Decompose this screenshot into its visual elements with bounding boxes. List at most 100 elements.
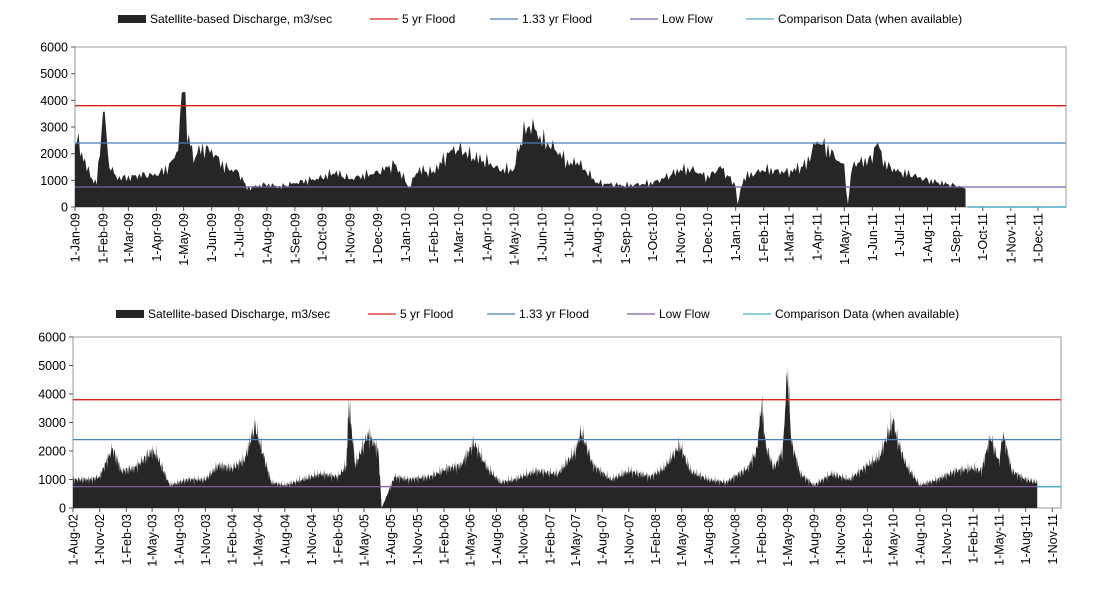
x-tick-label: 1-Jul-11 [893,213,907,257]
x-tick-label: 1-Aug-06 [490,514,504,565]
x-tick-label: 1-May-07 [569,514,583,567]
x-tick-label: 1-Mar-09 [122,213,136,264]
x-tick-label: 1-Dec-11 [1031,213,1045,264]
x-tick-label: 1-Aug-08 [702,514,716,565]
legend-item: 1.33 yr Flood [487,307,589,321]
x-tick-label: 1-Nov-10 [674,213,688,264]
x-tick-label: 1-Feb-10 [427,213,441,264]
x-tick-label: 1-Nov-08 [728,514,742,565]
x-tick-label: 1-May-10 [507,213,521,266]
legend-item: Comparison Data (when available) [743,307,959,321]
x-tick-label: 1-Aug-09 [260,213,274,264]
x-tick-label: 1-Feb-09 [755,514,769,565]
x-tick-label: 1-Nov-11 [1046,514,1060,565]
x-tick-label: 1-Jun-09 [205,213,219,262]
x-tick-label: 1-May-11 [992,514,1006,566]
x-tick-label: 1-Aug-02 [67,514,81,565]
x-tick-label: 1-Aug-03 [172,514,186,565]
x-tick-label: 1-Apr-11 [811,213,825,261]
x-tick-label: 1-May-06 [463,514,477,567]
legend-item: Satellite-based Discharge, m3/sec [116,307,330,321]
x-tick-label: 1-Dec-09 [371,213,385,264]
legend-item: 5 yr Flood [370,12,455,26]
x-tick-label: 1-Feb-11 [757,213,771,263]
chart-2: Satellite-based Discharge, m3/sec 5 yr Fl… [38,307,1062,567]
legend-item: Low Flow [627,307,710,321]
x-tick-label: 1-Nov-06 [517,514,531,565]
legend-label: Low Flow [659,307,710,321]
x-tick-label: 1-Dec-10 [701,213,715,264]
y-tick-label: 2000 [38,445,66,459]
x-tick-label: 1-Nov-04 [305,514,319,565]
x-tick-label: 1-Feb-06 [437,514,451,565]
x-tick-label: 1-Apr-09 [150,213,164,262]
legend-item: 1.33 yr Flood [490,12,592,26]
legend-label: Comparison Data (when available) [775,307,959,321]
x-tick-label: 1-Aug-07 [596,514,610,565]
legend-label: Satellite-based Discharge, m3/sec [148,307,330,321]
x-tick-label: 1-May-09 [781,514,795,567]
x-tick-label: 1-Oct-10 [646,213,660,262]
x-tick-label: 1-May-05 [357,514,371,567]
x-tick-label: 1-Aug-04 [278,514,292,565]
x-tick-label: 1-Oct-09 [316,213,330,262]
x-tick-label: 1-Feb-05 [332,514,346,565]
x-tick-label: 1-Jul-09 [232,213,246,258]
x-tick-label: 1-Oct-11 [976,213,990,261]
x-tick-label: 1-Mar-11 [783,213,797,263]
x-tick-label: 1-Jun-10 [535,213,549,262]
x-tick-label: 1-Sep-11 [949,213,963,264]
y-tick-label: 4000 [40,94,68,108]
x-tick-label: 1-Feb-08 [649,514,663,565]
x-tick-label: 1-Aug-11 [1019,514,1033,565]
legend-label: 1.33 yr Flood [519,307,589,321]
legend-item: Low Flow [630,12,713,26]
x-tick-label: 1-Feb-04 [226,514,240,565]
x-tick-label: 1-Feb-09 [97,213,111,264]
x-tick-label: 1-Jul-10 [563,213,577,258]
x-tick-label: 1-Feb-03 [120,514,134,565]
y-axis: 6000 5000 4000 3000 2000 1000 0 [38,331,73,516]
legend-swatch [116,310,144,318]
x-tick-label: 1-May-03 [146,514,160,567]
y-tick-label: 2000 [40,147,68,161]
legend-item: Comparison Data (when available) [746,12,962,26]
y-tick-label: 4000 [38,388,66,402]
y-axis: 6000 5000 4000 3000 2000 1000 0 [40,41,75,215]
x-tick-label: 1-Jan-10 [399,213,413,262]
x-tick-label: 1-Jan-11 [729,213,743,261]
legend-item: 5 yr Flood [368,307,453,321]
legend-label: 5 yr Flood [400,307,453,321]
discharge-area [75,92,966,207]
x-tick-label: 1-Nov-09 [834,514,848,565]
legend-label: 1.33 yr Flood [522,12,592,26]
y-tick-label: 0 [61,201,68,215]
x-tick-label: 1-Nov-03 [199,514,213,565]
y-tick-label: 1000 [38,473,66,487]
y-tick-label: 6000 [40,41,68,55]
legend-swatch [118,15,146,23]
legend-label: Comparison Data (when available) [778,12,962,26]
legend-label: Low Flow [662,12,713,26]
y-tick-label: 3000 [40,121,68,135]
legend-label: 5 yr Flood [402,12,455,26]
x-tick-label: 1-May-11 [838,213,852,265]
x-tick-label: 1-Nov-02 [93,514,107,565]
x-tick-label: 1-Nov-10 [940,514,954,565]
x-tick-label: 1-Feb-11 [967,514,981,564]
x-tick-label: 1-Nov-09 [344,213,358,264]
x-tick-label: 1-Sep-10 [619,213,633,264]
y-tick-label: 3000 [38,416,66,430]
legend-item: Satellite-based Discharge, m3/sec [118,12,332,26]
legend: Satellite-based Discharge, m3/sec 5 yr Fl… [118,12,962,26]
y-tick-label: 5000 [40,67,68,81]
legend: Satellite-based Discharge, m3/sec 5 yr Fl… [116,307,959,321]
discharge-area [73,365,1038,508]
y-tick-label: 1000 [40,174,68,188]
x-tick-label: 1-May-04 [252,514,266,567]
x-tick-label: 1-Nov-05 [411,514,425,565]
x-tick-label: 1-Aug-11 [921,213,935,264]
x-tick-label: 1-Aug-10 [591,213,605,264]
x-tick-label: 1-Nov-11 [1004,213,1018,264]
